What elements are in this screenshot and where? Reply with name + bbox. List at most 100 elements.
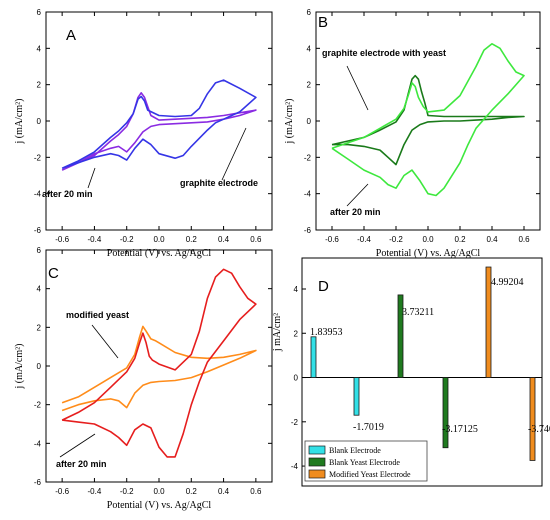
legend: Blank Electrode Blank Yeast Electrode Modi… — [304, 440, 428, 482]
annotation-pointer — [221, 127, 247, 181]
x-tick-label: -0.2 — [389, 235, 403, 244]
y-tick-label: 2 — [294, 329, 299, 338]
x-tick-label: 0.4 — [486, 235, 498, 244]
annotation-text: after 20 min — [56, 459, 107, 469]
y-axis-label: j (mA/cm²) — [284, 99, 295, 145]
cv-curve-1 — [331, 74, 525, 166]
y-tick-label: 0 — [307, 117, 312, 126]
legend-label: Blank Yeast Electrode — [329, 458, 400, 467]
cv-curve-2 — [331, 43, 525, 197]
y-axis-label: j (mA/cm²) — [14, 99, 25, 145]
bar-value-label: -1.7019 — [353, 422, 384, 433]
bar-5 — [485, 266, 492, 378]
y-tick-label: 4 — [37, 44, 42, 53]
bar-value-label: -3.17125 — [442, 424, 478, 435]
legend-swatch — [308, 457, 326, 467]
annotation-text: graphite electrode — [180, 178, 258, 188]
y-tick-label: 0 — [37, 117, 42, 126]
y-tick-label: -2 — [34, 153, 42, 162]
x-tick-label: 0.4 — [218, 487, 230, 496]
y-tick-label: 2 — [37, 323, 42, 332]
annotation-text: modified yeast — [66, 310, 129, 320]
y-tick-label: 6 — [37, 246, 42, 255]
bar-value-label: 1.83953 — [310, 327, 343, 338]
x-tick-label: 0.2 — [454, 235, 466, 244]
y-tick-label: 6 — [307, 8, 312, 17]
x-tick-label: -0.6 — [55, 235, 69, 244]
x-tick-label: -0.4 — [357, 235, 371, 244]
annotation-pointer — [59, 433, 96, 458]
bar-value-label: 4.99204 — [491, 277, 524, 288]
y-tick-label: -6 — [34, 226, 42, 235]
x-tick-label: -0.2 — [120, 235, 134, 244]
y-axis-label: j (mA/cm²) — [14, 344, 25, 390]
cv-curve-1 — [61, 92, 257, 171]
x-tick-label: -0.4 — [88, 487, 102, 496]
annotation-pointer — [346, 65, 369, 111]
x-tick-label: 0.6 — [250, 487, 262, 496]
y-tick-label: -4 — [34, 190, 42, 199]
y-tick-label: 6 — [37, 8, 42, 17]
legend-swatch — [308, 445, 326, 455]
y-tick-label: -2 — [291, 418, 299, 427]
panel-letter: D — [318, 278, 329, 295]
y-tick-label: 4 — [307, 44, 312, 53]
x-axis-label: Potential (V) vs. Ag/AgCl — [376, 248, 481, 259]
bar-2 — [353, 377, 360, 416]
y-tick-label: 4 — [294, 285, 299, 294]
bar-panel-d: -4 -2 0 2 4 j mA/cm² D 1.83953 -1.7019 3.73211 -3.… — [272, 257, 550, 487]
x-tick-label: 0.6 — [518, 235, 530, 244]
y-tick-label: 2 — [307, 81, 312, 90]
cv-curve-1 — [61, 325, 257, 412]
x-tick-label: 0.2 — [186, 235, 198, 244]
annotation-text: after 20 min — [330, 207, 381, 217]
panel-letter: C — [48, 265, 59, 282]
x-tick-label: 0.6 — [250, 235, 262, 244]
cv-panel-b: -0.6 -0.4 -0.2 0.0 0.2 0.4 0.6 -6 -4 -2 0 2 4 6 Potent… — [284, 8, 541, 259]
y-tick-label: -4 — [304, 190, 312, 199]
x-tick-label: 0.0 — [422, 235, 434, 244]
panel-letter: B — [318, 14, 328, 31]
annotation-pointer — [346, 183, 369, 207]
y-tick-label: -4 — [34, 439, 42, 448]
bar-value-label: -3.74689 — [528, 424, 550, 435]
bar-3 — [397, 294, 404, 378]
annotation-text: graphite electrode with yeast — [322, 48, 446, 58]
y-tick-label: 0 — [294, 374, 299, 383]
x-axis-label: Potential (V) vs. Ag/AgCl — [107, 500, 212, 511]
y-tick-label: -2 — [34, 401, 42, 410]
cv-panel-c: -0.6 -0.4 -0.2 0.0 0.2 0.4 0.6 -6 -4 -2 0 2 4 6 Potent… — [14, 246, 273, 511]
plot-frame — [315, 11, 541, 231]
y-tick-label: -6 — [304, 226, 312, 235]
x-tick-label: 0.0 — [153, 235, 165, 244]
annotation-pointer — [87, 167, 96, 189]
annotation-pointer — [91, 324, 119, 359]
x-tick-label: 0.0 — [153, 487, 165, 496]
cv-panel-a: -0.6 -0.4 -0.2 0.0 0.2 0.4 0.6-6-4-20246Potent… — [14, 8, 273, 259]
y-tick-label: 4 — [37, 285, 42, 294]
panel-letter: A — [66, 27, 76, 44]
y-tick-label: -4 — [291, 462, 299, 471]
x-tick-label: 0.2 — [186, 487, 198, 496]
plot-frame — [301, 257, 543, 487]
x-tick-label: -0.4 — [88, 235, 102, 244]
bar-1 — [310, 336, 317, 378]
bar-6 — [529, 377, 536, 461]
y-tick-label: 0 — [37, 362, 42, 371]
y-tick-label: -6 — [34, 478, 42, 487]
x-tick-label: -0.2 — [120, 487, 134, 496]
y-tick-label: -2 — [304, 153, 312, 162]
bar-4 — [442, 377, 449, 449]
y-axis-label: j mA/cm² — [272, 313, 283, 352]
annotation-text: after 20 min — [42, 189, 93, 199]
y-tick-label: 2 — [37, 81, 42, 90]
legend-label: Blank Electrode — [329, 446, 381, 455]
cv-curve-2 — [61, 79, 257, 169]
legend-label: Modified Yeast Electrode — [329, 470, 411, 479]
x-tick-label: 0.4 — [218, 235, 230, 244]
cv-curve-2 — [61, 268, 257, 458]
x-tick-label: -0.6 — [325, 235, 339, 244]
legend-swatch — [308, 469, 326, 479]
bar-value-label: 3.73211 — [402, 307, 434, 318]
